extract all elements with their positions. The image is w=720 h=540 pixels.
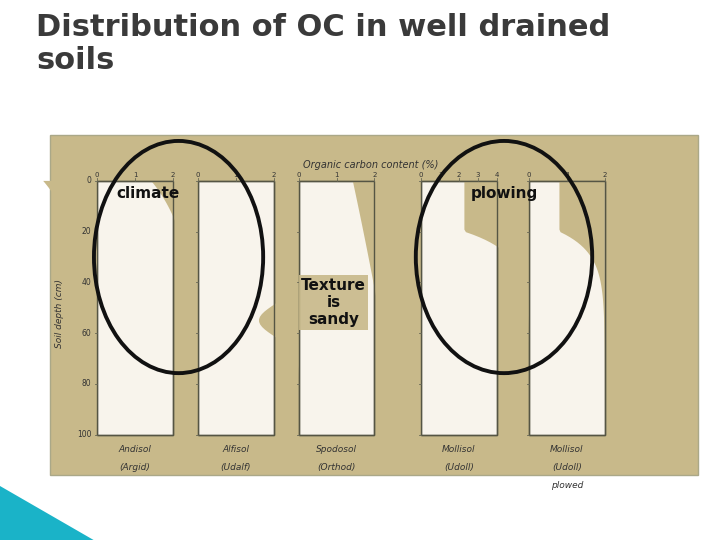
Text: 4: 4: [495, 172, 499, 178]
Text: 0: 0: [86, 177, 91, 185]
FancyBboxPatch shape: [421, 181, 497, 435]
Polygon shape: [151, 181, 198, 435]
Polygon shape: [0, 486, 94, 540]
FancyBboxPatch shape: [198, 181, 274, 435]
Polygon shape: [353, 181, 421, 435]
Text: (Orthod): (Orthod): [318, 463, 356, 472]
Polygon shape: [559, 181, 605, 435]
Text: (Udoll): (Udoll): [552, 463, 582, 472]
Text: 60: 60: [81, 329, 91, 338]
Text: plowed: plowed: [551, 481, 583, 490]
FancyBboxPatch shape: [529, 181, 605, 435]
Text: 2: 2: [603, 172, 607, 178]
Text: 1: 1: [334, 172, 339, 178]
Text: plowing: plowing: [470, 186, 538, 201]
Text: Alfisol: Alfisol: [222, 446, 249, 455]
Text: 1: 1: [233, 172, 238, 178]
Text: Texture
is
sandy: Texture is sandy: [301, 278, 366, 327]
Text: climate: climate: [116, 186, 179, 201]
Text: 0: 0: [297, 172, 301, 178]
Text: 3: 3: [476, 172, 480, 178]
Text: 1: 1: [564, 172, 570, 178]
Text: (Udoll): (Udoll): [444, 463, 474, 472]
Text: 0: 0: [419, 172, 423, 178]
Polygon shape: [259, 181, 299, 435]
Text: Mollisol: Mollisol: [550, 446, 584, 455]
Polygon shape: [43, 181, 97, 435]
Text: Soil depth (cm): Soil depth (cm): [55, 279, 63, 348]
Text: 40: 40: [81, 278, 91, 287]
Text: (Udalf): (Udalf): [220, 463, 251, 472]
FancyBboxPatch shape: [50, 135, 698, 475]
Text: 2: 2: [456, 172, 462, 178]
Text: 0: 0: [527, 172, 531, 178]
Text: 80: 80: [82, 380, 91, 388]
Text: 1: 1: [132, 172, 138, 178]
Text: (Argid): (Argid): [120, 463, 150, 472]
FancyBboxPatch shape: [299, 181, 374, 435]
FancyBboxPatch shape: [97, 181, 173, 435]
Text: 1: 1: [438, 172, 442, 178]
Text: 20: 20: [82, 227, 91, 236]
Text: soils: soils: [36, 46, 114, 75]
Text: 2: 2: [271, 172, 276, 178]
Text: Organic carbon content (%): Organic carbon content (%): [303, 160, 438, 170]
Text: 2: 2: [372, 172, 377, 178]
Text: 0: 0: [95, 172, 99, 178]
Text: 100: 100: [77, 430, 91, 439]
Text: Mollisol: Mollisol: [442, 446, 476, 455]
Text: Spodosol: Spodosol: [316, 446, 357, 455]
Text: 0: 0: [196, 172, 200, 178]
Text: Andisol: Andisol: [119, 446, 151, 455]
Polygon shape: [464, 181, 529, 435]
Text: Distribution of OC in well drained: Distribution of OC in well drained: [36, 14, 611, 43]
Text: 2: 2: [171, 172, 175, 178]
